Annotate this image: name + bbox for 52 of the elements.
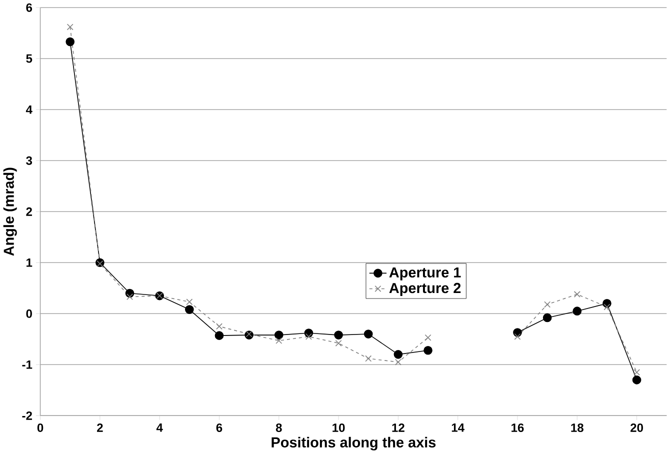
point — [574, 291, 580, 298]
point — [424, 334, 432, 341]
x-tick-label: 16 — [512, 424, 524, 432]
point — [126, 294, 134, 300]
x-tick-label: 12 — [392, 424, 404, 432]
point — [394, 350, 403, 359]
y-tick-label: 1 — [26, 258, 32, 267]
x-axis-title: Positions along the axis — [272, 437, 436, 451]
point — [66, 24, 74, 30]
point — [246, 330, 252, 338]
x-tick-label: 6 — [216, 424, 222, 432]
point — [216, 323, 222, 330]
y-tick-label: 0 — [26, 310, 32, 318]
x-tick-label: 18 — [571, 424, 584, 432]
point — [634, 369, 640, 376]
point — [544, 301, 551, 308]
x-tick-label: 20 — [630, 424, 643, 432]
point — [214, 331, 224, 340]
point — [334, 330, 343, 340]
y-tick-label: 5 — [26, 54, 32, 63]
point — [572, 306, 582, 316]
x-tick-label: 14 — [452, 424, 464, 432]
y-tick-label: -1 — [22, 360, 32, 369]
point — [632, 376, 642, 384]
y-tick-label: 2 — [26, 208, 32, 216]
point — [186, 298, 193, 306]
x-tick-label: 4 — [156, 424, 163, 432]
y-tick-label: 4 — [26, 106, 32, 114]
y-axis-title: Angle (mrad) — [3, 168, 17, 256]
point — [514, 333, 521, 340]
point — [96, 260, 104, 268]
y-tick-label: 6 — [26, 3, 32, 12]
point — [66, 37, 75, 46]
point — [394, 358, 402, 366]
x-tick-label: 0 — [37, 424, 44, 432]
point — [335, 340, 342, 347]
x-tick-label: 2 — [97, 424, 103, 432]
legend-label: Aperture 2 — [389, 283, 461, 296]
point — [305, 333, 312, 340]
point — [604, 304, 610, 310]
point — [542, 313, 552, 322]
point — [365, 355, 372, 362]
legend-label: Aperture 1 — [389, 268, 461, 281]
point — [276, 338, 282, 344]
x-tick-label: 8 — [276, 424, 282, 432]
point — [274, 330, 284, 340]
y-tick-label: 3 — [26, 156, 32, 166]
point — [364, 330, 373, 339]
point — [424, 346, 432, 355]
x-tick-label: 10 — [332, 424, 345, 432]
point — [184, 305, 194, 314]
y-tick-label: -2 — [22, 412, 32, 420]
